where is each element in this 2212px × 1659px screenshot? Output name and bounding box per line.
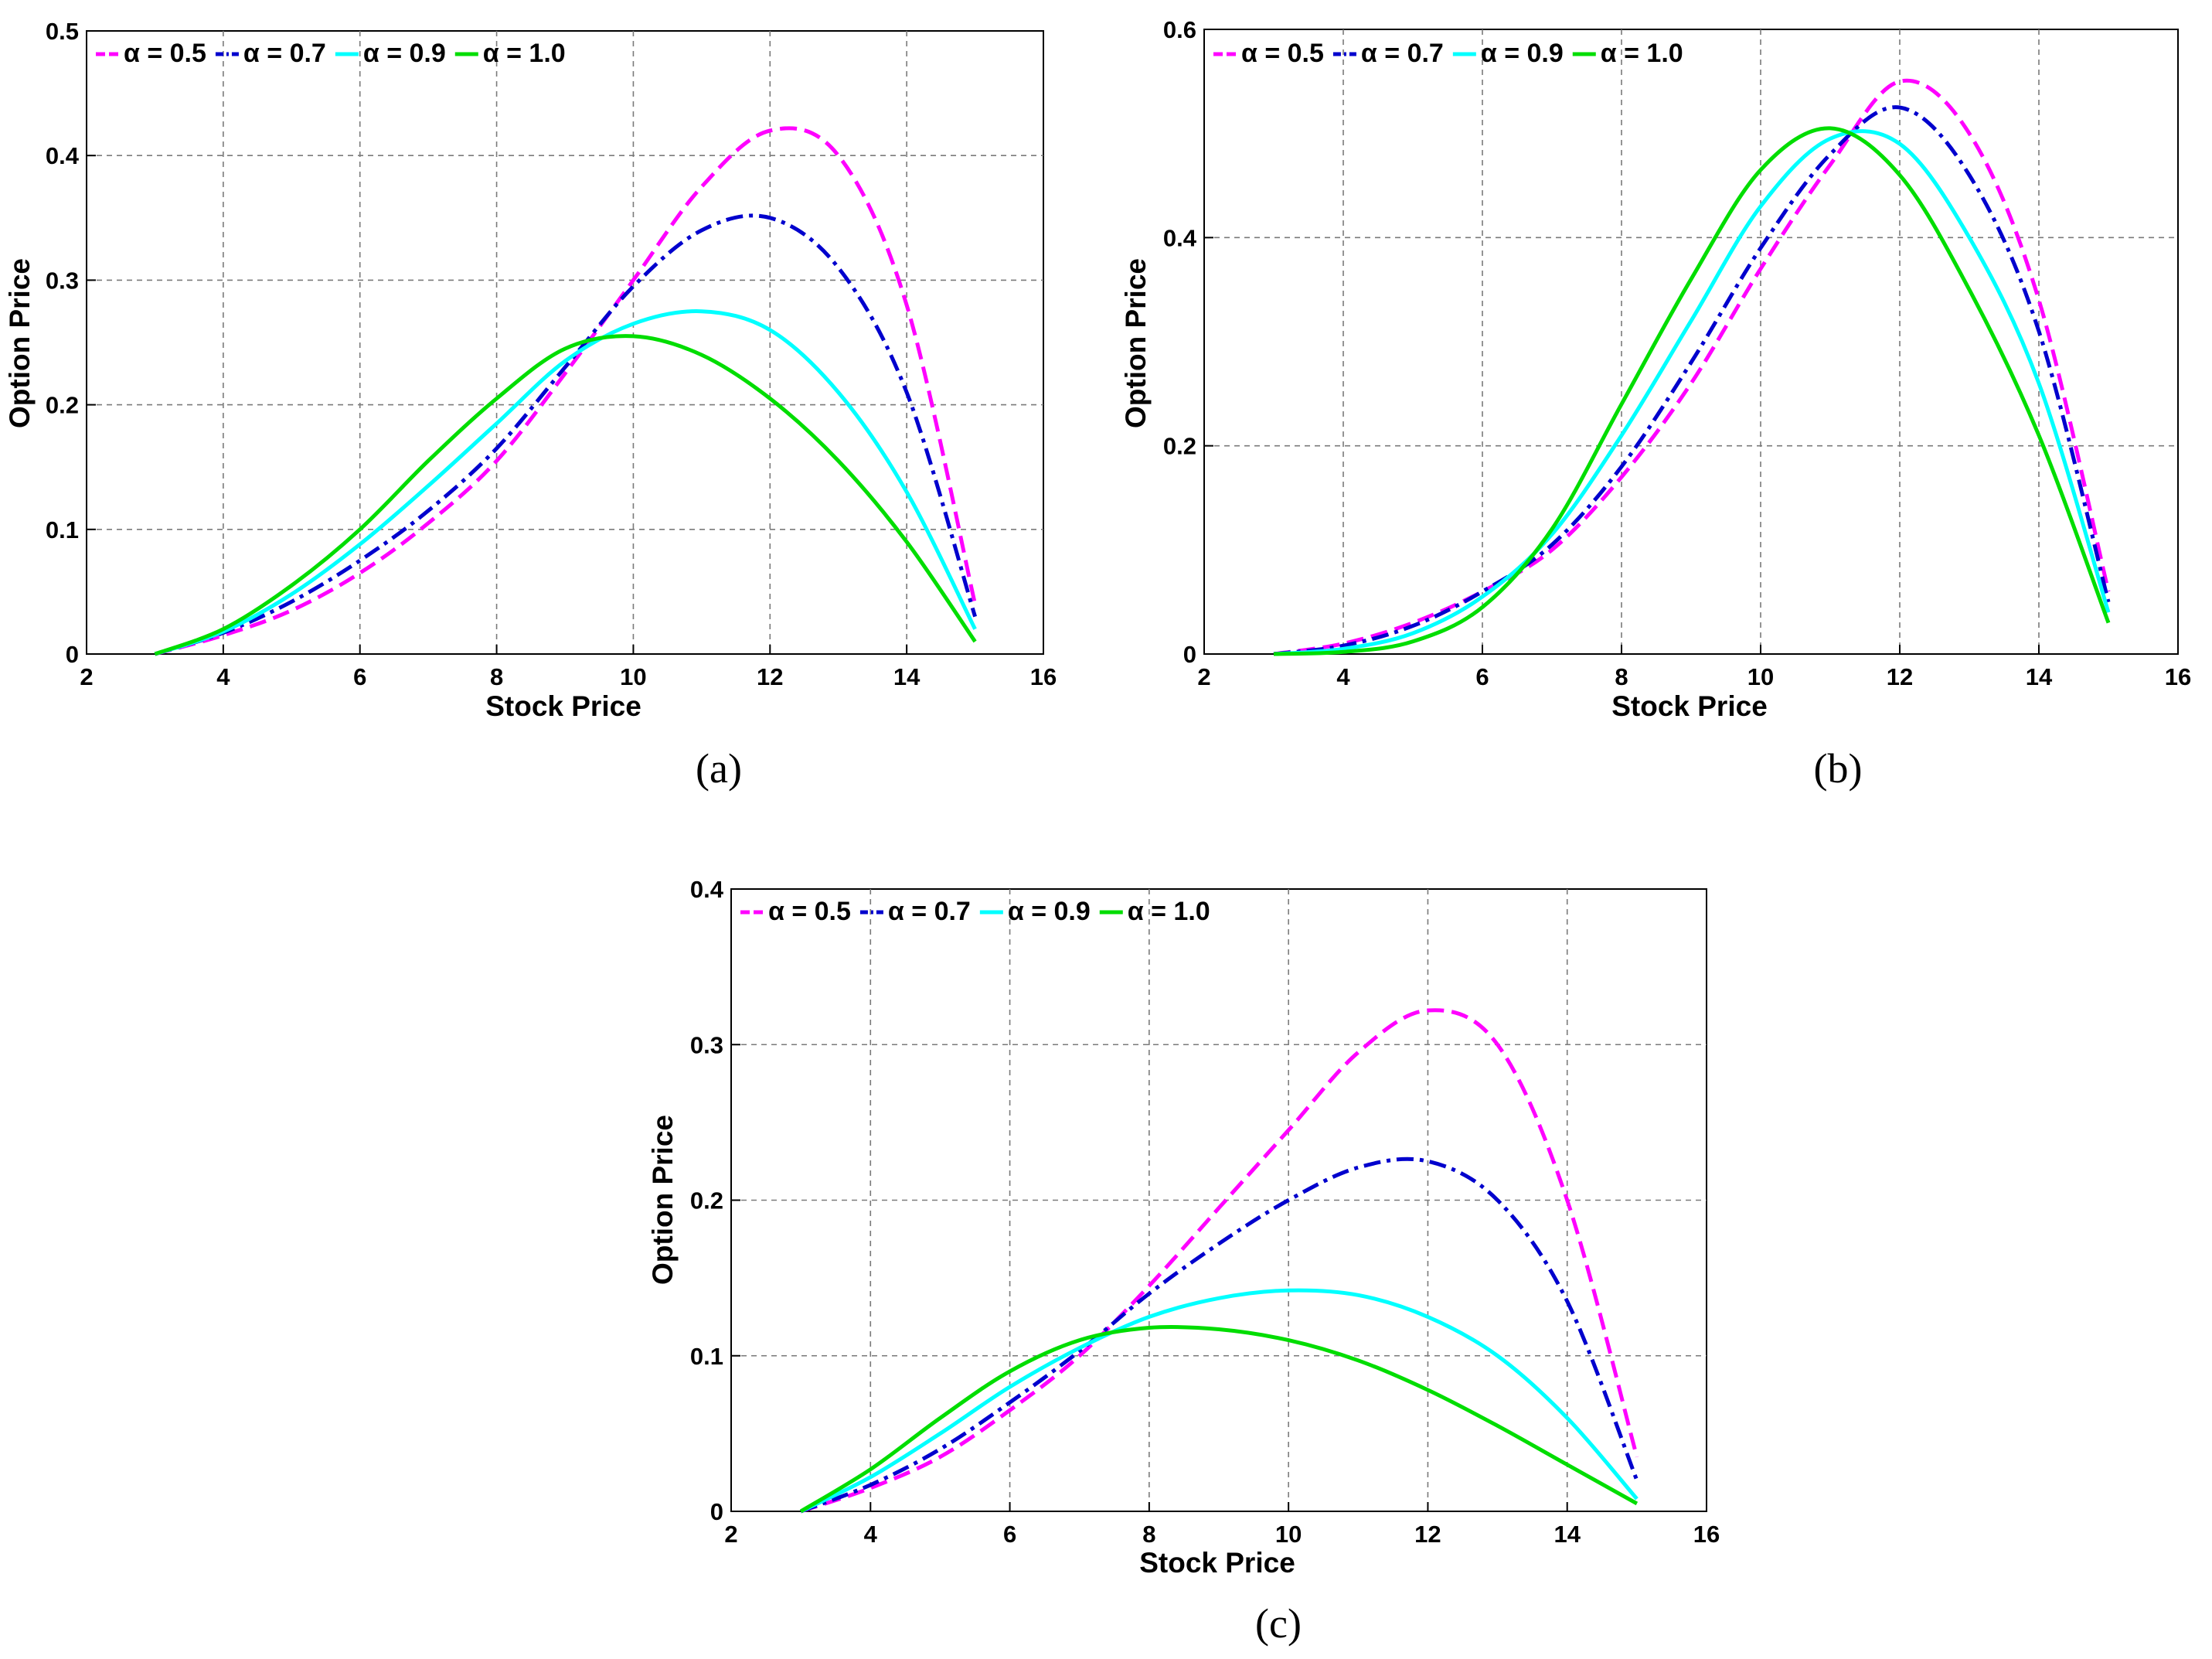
x-tick-label: 10 (1747, 663, 1774, 690)
legend-label: α = 1.0 (1601, 39, 1683, 68)
y-axis-label: Option Price (4, 258, 36, 428)
x-tick-label: 16 (1030, 663, 1057, 690)
series-line (799, 1324, 1639, 1514)
x-tick-label: 8 (490, 663, 503, 690)
x-axis-label: Stock Price (1611, 690, 1768, 722)
legend-label: α = 0.9 (363, 39, 446, 68)
series-line (154, 334, 977, 656)
y-tick-label: 0.2 (46, 392, 79, 419)
series-line (800, 1288, 1639, 1514)
y-tick-label: 0.4 (46, 142, 80, 169)
x-tick-label: 4 (1336, 663, 1350, 690)
x-tick-label: 10 (1275, 1521, 1302, 1548)
legend-label: α = 0.7 (888, 897, 971, 926)
x-tick-label: 10 (620, 663, 646, 690)
subfigure-caption: (a) (696, 745, 742, 792)
series-line (1273, 129, 2111, 656)
legend-label: α = 1.0 (1128, 897, 1210, 926)
legend-label: α = 0.9 (1008, 897, 1091, 926)
x-tick-label: 12 (757, 663, 783, 690)
chart-c: 2 4 6 8 10 12 14 16 0 0.1 0.2 0.3 0.4 α = 0.5 α = 0.7 α… (647, 876, 1720, 1647)
x-tick-label: 12 (1887, 663, 1913, 690)
x-axis-label: Stock Price (485, 690, 641, 722)
x-tick-label: 6 (1003, 1521, 1016, 1548)
x-tick-label: 8 (1142, 1521, 1155, 1548)
plot-frame (86, 30, 1044, 655)
x-tick-label: 6 (1475, 663, 1489, 690)
x-tick-label: 16 (2165, 663, 2191, 690)
series-line (800, 1008, 1639, 1514)
y-tick-label: 0.6 (1163, 16, 1196, 43)
y-axis-label: Option Price (1120, 258, 1152, 428)
y-tick-label: 0 (1183, 641, 1196, 668)
x-tick-label: 4 (216, 663, 230, 690)
x-tick-label: 12 (1414, 1521, 1441, 1548)
y-tick-label: 0 (710, 1498, 723, 1525)
y-tick-label: 0.2 (1163, 433, 1196, 460)
subfigure-caption: (c) (1255, 1600, 1302, 1647)
y-tick-label: 0.5 (46, 18, 79, 45)
legend-label: α = 0.5 (768, 897, 851, 926)
series-line (1273, 126, 2111, 656)
subfigure-caption: (b) (1814, 745, 1863, 792)
x-tick-label: 14 (1554, 1521, 1581, 1548)
x-tick-label: 14 (893, 663, 921, 690)
x-tick-label: 6 (353, 663, 366, 690)
legend-label: α = 0.5 (1241, 39, 1324, 68)
chart-b: 2 4 6 8 10 12 14 16 0 0.2 0.4 0.6 α = 0.5 α = 0.7 α = … (1120, 16, 2191, 792)
y-tick-label: 0.4 (1163, 224, 1197, 251)
x-tick-label: 2 (80, 663, 93, 690)
x-tick-label: 2 (724, 1521, 737, 1548)
legend-label: α = 0.5 (124, 39, 206, 68)
x-tick-label: 8 (1615, 663, 1628, 690)
y-tick-label: 0.3 (690, 1031, 723, 1058)
y-tick-label: 0.4 (690, 876, 724, 903)
legend-label: α = 1.0 (483, 39, 566, 68)
x-tick-label: 16 (1693, 1521, 1720, 1548)
legend-label: α = 0.9 (1481, 39, 1564, 68)
y-tick-label: 0 (66, 641, 79, 668)
legend-label: α = 0.7 (243, 39, 326, 68)
y-tick-label: 0.1 (46, 516, 79, 543)
x-tick-label: 2 (1197, 663, 1210, 690)
series-line (154, 309, 977, 656)
x-tick-label: 14 (2026, 663, 2053, 690)
x-tick-label: 4 (864, 1521, 878, 1548)
y-tick-label: 0.3 (46, 267, 79, 294)
plot-frame (1203, 29, 2179, 655)
legend-label: α = 0.7 (1361, 39, 1444, 68)
x-axis-label: Stock Price (1139, 1547, 1295, 1579)
y-tick-label: 0.1 (690, 1343, 723, 1370)
y-axis-label: Option Price (647, 1115, 679, 1285)
chart-a: 2 4 6 8 10 12 14 16 0 0.1 0.2 0.3 0.4 0.5 α = 0.5 α = 0… (4, 18, 1057, 792)
series-line (800, 1157, 1639, 1514)
y-tick-label: 0.2 (690, 1187, 723, 1214)
series-line (1273, 105, 2111, 656)
